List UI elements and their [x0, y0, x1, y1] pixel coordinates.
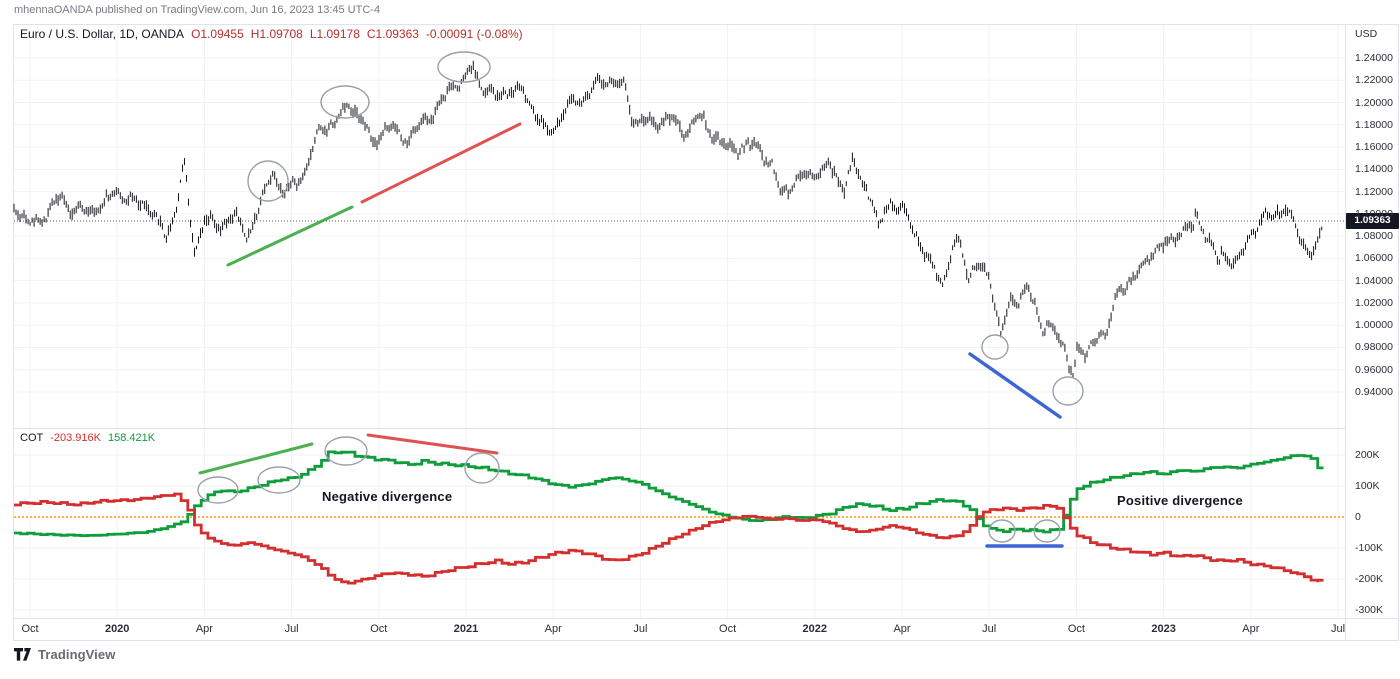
- price-tick-label: 1.08000: [1355, 230, 1393, 243]
- price-tick-label: 1.20000: [1355, 96, 1393, 109]
- legend-change: -0.00091 (-0.08%): [425, 27, 523, 41]
- time-tick-label: Apr: [195, 623, 213, 635]
- trendline-red-cot[interactable]: [366, 433, 499, 455]
- time-tick-label: 2021: [453, 623, 479, 635]
- currency-label: USD: [1355, 28, 1378, 40]
- price-tick-label: 1.24000: [1355, 52, 1393, 64]
- time-tick-label: Oct: [21, 623, 39, 635]
- trendline-green-main[interactable]: [226, 205, 354, 267]
- symbol-title: Euro / U.S. Dollar, 1D, OANDA: [20, 27, 185, 41]
- ellipse-annotation[interactable]: [988, 519, 1016, 543]
- footer-brand[interactable]: TradingView: [14, 647, 115, 662]
- last-price-tag: 1.09363: [1346, 212, 1399, 229]
- ellipse-annotation[interactable]: [437, 51, 491, 83]
- trendline-blue-main[interactable]: [968, 352, 1062, 419]
- time-tick-label: Apr: [544, 623, 562, 635]
- ellipse-annotation[interactable]: [257, 466, 301, 494]
- cot-green-line[interactable]: [14, 450, 1324, 538]
- cot-tick-label: 200K: [1355, 449, 1380, 461]
- cot-tick-label: 100K: [1355, 480, 1380, 492]
- price-tick-label: 0.94000: [1355, 385, 1393, 398]
- time-tick-label: 2023: [1151, 623, 1176, 635]
- negative-divergence-label[interactable]: Negative divergence: [322, 489, 453, 504]
- ellipse-annotation[interactable]: [464, 452, 500, 484]
- grid: [14, 25, 1345, 618]
- time-tick-label: Jul: [633, 623, 648, 635]
- positive-divergence-label[interactable]: Positive divergence: [1117, 493, 1243, 508]
- time-tick-label: Jul: [1330, 623, 1346, 635]
- ellipse-annotation[interactable]: [324, 436, 368, 466]
- legend-low: L1.09178: [309, 27, 360, 41]
- legend-high: H1.09708: [250, 27, 303, 41]
- attribution-text: mhennaOANDA published on TradingView.com…: [14, 4, 381, 16]
- cot-tick-label: -200K: [1355, 573, 1384, 585]
- main-pane[interactable]: [13, 51, 1345, 419]
- cot-pane[interactable]: [14, 433, 1345, 585]
- price-bars-series: [13, 60, 1323, 378]
- brand-name: TradingView: [38, 647, 116, 662]
- cot-indicator-legend[interactable]: COT -203.916K 158.421K: [20, 432, 155, 444]
- ellipse-annotation[interactable]: [197, 476, 239, 504]
- time-tick-label: Oct: [1067, 623, 1085, 635]
- tradingview-logo-icon: [14, 648, 31, 661]
- trendline-green-cot[interactable]: [198, 442, 314, 475]
- time-tick-label: Jul: [982, 623, 997, 635]
- price-tick-label: 1.18000: [1355, 118, 1393, 131]
- ellipse-annotation[interactable]: [1033, 519, 1061, 543]
- time-tick-label: 2022: [802, 623, 828, 635]
- cot-tick-label: -300K: [1355, 604, 1384, 616]
- chart-border: [13, 24, 1399, 641]
- price-tick-label: 1.02000: [1355, 296, 1393, 309]
- cot-tick-label: -100K: [1355, 542, 1384, 554]
- cot-red-line[interactable]: [14, 492, 1324, 585]
- price-tick-label: 1.16000: [1355, 141, 1393, 154]
- price-tick-label: 0.96000: [1355, 363, 1393, 376]
- cot-green-value: 158.421K: [108, 432, 156, 444]
- legend-open: O1.09455: [191, 27, 244, 41]
- time-tick-label: Oct: [370, 623, 388, 635]
- time-scale[interactable]: Oct 2020 Apr Jul Oct 2021 Apr Jul Oct 2022 Apr Jul O…: [0, 618, 1400, 640]
- cot-tick-label: 0: [1355, 511, 1361, 523]
- time-tick-label: 2020: [104, 623, 130, 635]
- price-tick-label: 1.04000: [1355, 274, 1393, 287]
- price-tick-label: 0.98000: [1355, 341, 1393, 354]
- ellipse-annotation[interactable]: [320, 85, 370, 119]
- cot-red-value: -203.916K: [50, 432, 101, 444]
- price-tick-label: 1.14000: [1355, 163, 1393, 176]
- price-tick-label: 1.00000: [1355, 319, 1393, 332]
- ellipse-annotation[interactable]: [247, 160, 289, 202]
- price-tick-label: 1.12000: [1355, 185, 1393, 198]
- chart-frame: [13, 24, 1399, 641]
- price-tick-label: 1.10000: [1355, 207, 1393, 220]
- time-tick-label: Apr: [893, 623, 911, 635]
- time-tick-label: Jul: [284, 623, 299, 635]
- price-scale[interactable]: USD 1.09363 1.24000 1.22000 1.20000 1.18000…: [1346, 24, 1400, 640]
- price-tick-label: 1.06000: [1355, 252, 1393, 265]
- symbol-legend[interactable]: Euro / U.S. Dollar, 1D, OANDA O1.09455 H…: [20, 27, 523, 41]
- time-tick-label: Oct: [719, 623, 737, 635]
- ellipse-annotation[interactable]: [1052, 376, 1084, 406]
- time-tick-label: Apr: [1242, 623, 1260, 635]
- price-tick-label: 1.22000: [1355, 74, 1393, 87]
- trendline-red-main[interactable]: [360, 122, 522, 204]
- ellipse-annotation[interactable]: [981, 334, 1009, 360]
- cot-title: COT: [20, 432, 44, 444]
- legend-close: C1.09363: [366, 27, 419, 41]
